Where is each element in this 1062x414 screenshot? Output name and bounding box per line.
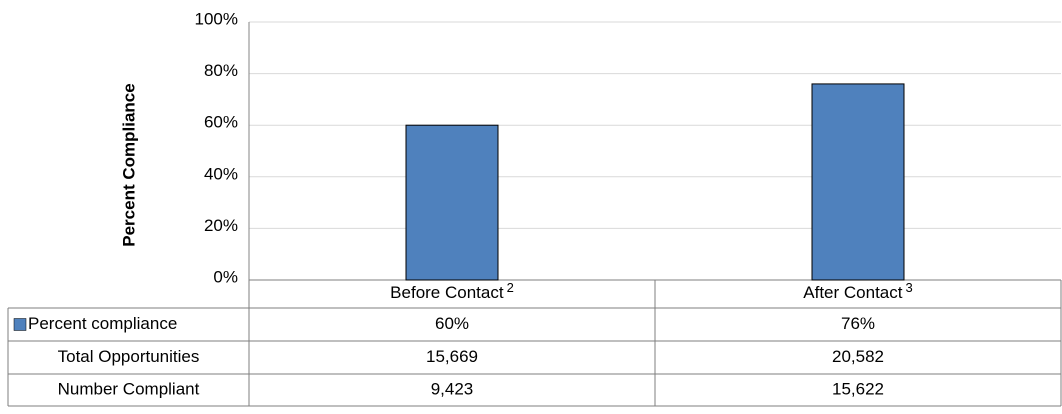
y-tick-label: 0% [213,267,238,286]
value-label: 60% [435,314,469,333]
category-note: 3 [905,280,912,295]
x-tick-label: After Contact 3 [803,280,912,302]
table-cell: 15,669 [426,347,478,366]
x-tick-label: Before Contact 2 [390,280,514,302]
category-name: After Contact [803,283,902,302]
value-label: 76% [841,314,875,333]
y-tick-label: 100% [195,9,238,28]
legend-swatch [13,318,27,331]
table-cell: 15,622 [832,379,884,398]
y-tick-label: 40% [204,164,238,183]
bar [811,83,905,281]
table-row-label: Number Compliant [58,379,200,398]
y-tick-label: 20% [204,216,238,235]
y-axis-title: Percent Compliance [119,83,138,246]
y-tick-label: 60% [204,113,238,132]
table-row-label: Total Opportunities [58,347,200,366]
category-note: 2 [507,280,514,295]
category-name: Before Contact [390,283,504,302]
table-cell: 9,423 [431,379,474,398]
table-cell: 20,582 [832,347,884,366]
y-tick-label: 80% [204,61,238,80]
legend-label: Percent compliance [28,314,177,333]
bar [405,124,499,281]
